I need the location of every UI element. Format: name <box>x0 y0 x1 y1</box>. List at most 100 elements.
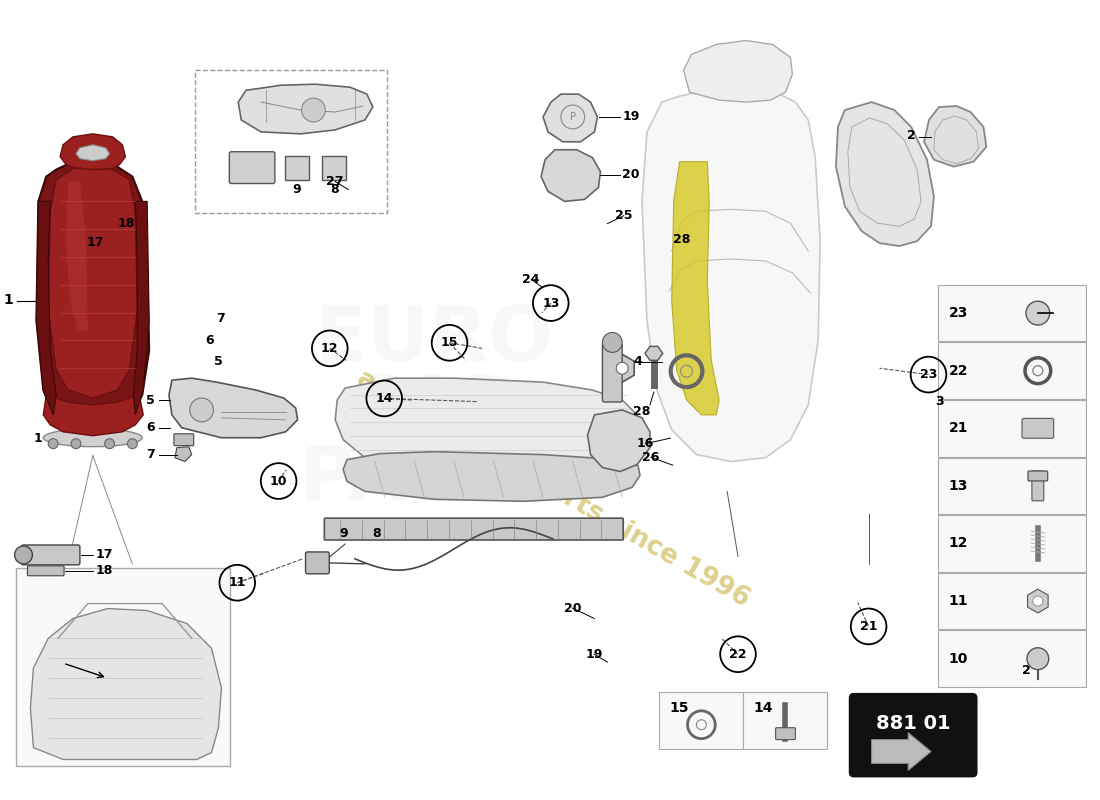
FancyBboxPatch shape <box>659 692 742 749</box>
Text: 10: 10 <box>949 652 968 666</box>
Text: 21: 21 <box>860 620 878 633</box>
Text: 12: 12 <box>321 342 339 355</box>
FancyBboxPatch shape <box>938 342 1087 399</box>
Text: PARTS: PARTS <box>299 442 570 517</box>
Text: 5: 5 <box>214 355 223 368</box>
Text: 1: 1 <box>34 432 43 445</box>
Polygon shape <box>36 202 56 415</box>
FancyBboxPatch shape <box>938 630 1087 687</box>
FancyBboxPatch shape <box>776 728 795 740</box>
Text: 12: 12 <box>949 537 968 550</box>
FancyBboxPatch shape <box>22 545 80 565</box>
Polygon shape <box>76 145 110 161</box>
Circle shape <box>72 438 81 449</box>
FancyBboxPatch shape <box>229 152 275 183</box>
Text: 6: 6 <box>146 422 155 434</box>
FancyBboxPatch shape <box>195 70 387 214</box>
Text: 17: 17 <box>96 549 113 562</box>
Polygon shape <box>43 395 143 436</box>
Text: 25: 25 <box>615 209 632 222</box>
FancyBboxPatch shape <box>285 156 308 179</box>
Text: 20: 20 <box>564 602 581 614</box>
Text: 1: 1 <box>4 293 13 306</box>
Polygon shape <box>587 410 650 471</box>
Polygon shape <box>343 452 640 502</box>
Polygon shape <box>48 166 138 398</box>
Polygon shape <box>175 446 191 462</box>
Text: 8: 8 <box>372 527 381 540</box>
Circle shape <box>190 398 213 422</box>
Text: 15: 15 <box>670 701 690 715</box>
Circle shape <box>301 98 326 122</box>
Circle shape <box>1027 648 1048 670</box>
Text: 17: 17 <box>87 236 104 249</box>
Text: 2: 2 <box>1022 664 1031 677</box>
Text: 4: 4 <box>634 355 642 368</box>
Text: 22: 22 <box>729 648 747 661</box>
Text: 3: 3 <box>935 395 944 408</box>
Text: 8: 8 <box>330 183 339 196</box>
Polygon shape <box>239 84 373 134</box>
Text: 18: 18 <box>118 217 135 230</box>
FancyBboxPatch shape <box>174 434 194 446</box>
Polygon shape <box>924 106 987 166</box>
FancyBboxPatch shape <box>1022 418 1054 438</box>
Text: 9: 9 <box>293 183 301 196</box>
FancyBboxPatch shape <box>28 566 64 576</box>
Text: 19: 19 <box>585 648 603 661</box>
Polygon shape <box>543 94 597 142</box>
Polygon shape <box>645 346 663 360</box>
Text: 14: 14 <box>754 701 773 715</box>
Polygon shape <box>36 160 150 430</box>
Text: 15: 15 <box>441 336 459 350</box>
Polygon shape <box>541 150 601 202</box>
Polygon shape <box>133 202 150 415</box>
FancyBboxPatch shape <box>938 515 1087 572</box>
Text: 13: 13 <box>949 479 968 493</box>
Circle shape <box>48 438 58 449</box>
Polygon shape <box>683 41 792 102</box>
Text: 22: 22 <box>949 364 968 378</box>
Circle shape <box>603 333 623 352</box>
FancyBboxPatch shape <box>603 343 623 402</box>
FancyBboxPatch shape <box>850 694 977 776</box>
Circle shape <box>14 546 32 564</box>
Polygon shape <box>336 378 642 471</box>
FancyBboxPatch shape <box>938 458 1087 514</box>
Ellipse shape <box>43 429 142 446</box>
Circle shape <box>616 362 628 374</box>
FancyBboxPatch shape <box>938 285 1087 342</box>
Text: 14: 14 <box>375 392 393 405</box>
Text: 13: 13 <box>542 297 560 310</box>
Text: 19: 19 <box>623 110 639 123</box>
FancyBboxPatch shape <box>1032 471 1044 501</box>
Polygon shape <box>672 162 719 415</box>
Polygon shape <box>66 182 88 330</box>
FancyBboxPatch shape <box>938 400 1087 457</box>
Text: 21: 21 <box>949 422 968 435</box>
Text: EURO: EURO <box>316 303 553 378</box>
Text: 11: 11 <box>949 594 968 608</box>
Text: 6: 6 <box>206 334 214 347</box>
FancyBboxPatch shape <box>742 692 827 749</box>
Polygon shape <box>836 102 934 246</box>
Text: 23: 23 <box>920 368 937 381</box>
Text: 9: 9 <box>340 527 349 540</box>
Text: 2: 2 <box>908 130 916 142</box>
Text: 20: 20 <box>623 168 640 181</box>
Text: 23: 23 <box>949 306 968 320</box>
Circle shape <box>1026 301 1049 325</box>
Polygon shape <box>169 378 298 438</box>
FancyBboxPatch shape <box>938 573 1087 630</box>
Text: 16: 16 <box>637 437 654 450</box>
Text: P: P <box>570 112 575 122</box>
Text: 26: 26 <box>642 450 660 464</box>
Text: 7: 7 <box>146 448 155 461</box>
Text: CAR: CAR <box>348 373 521 447</box>
Circle shape <box>1033 596 1043 606</box>
Polygon shape <box>642 88 821 462</box>
Text: 28: 28 <box>673 233 690 246</box>
Circle shape <box>104 438 114 449</box>
Text: 881 01: 881 01 <box>876 714 950 734</box>
FancyBboxPatch shape <box>1027 471 1047 481</box>
